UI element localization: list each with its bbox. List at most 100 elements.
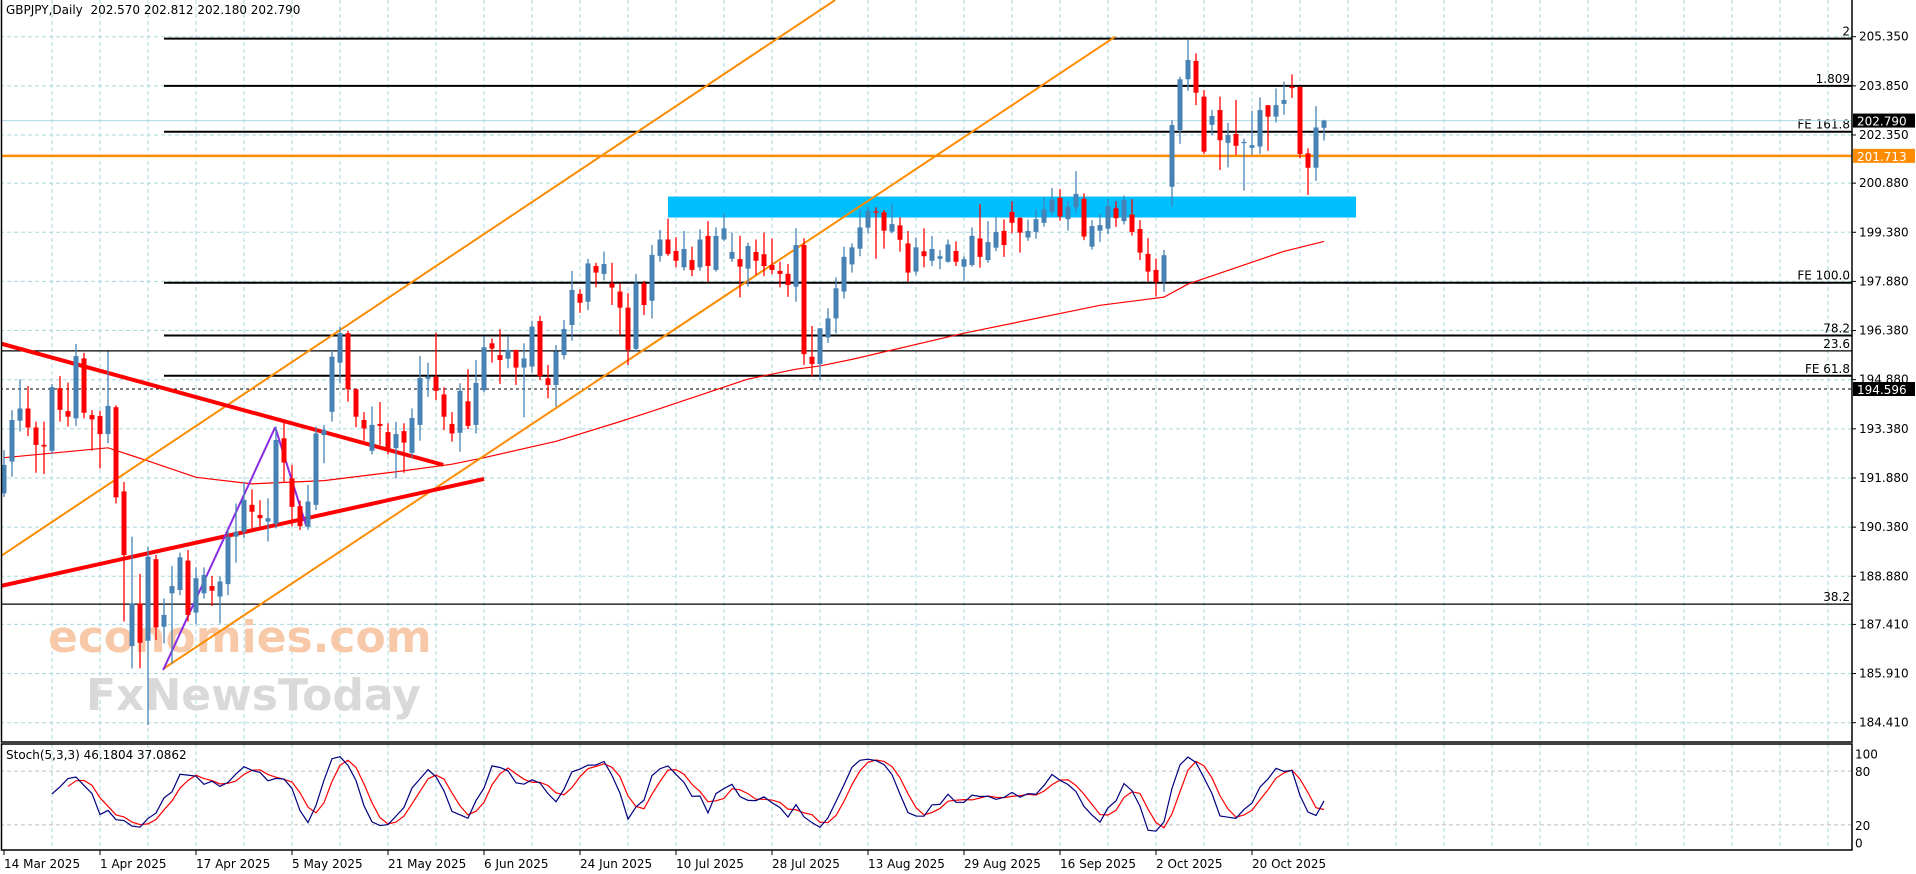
symbol-timeframe: GBPJPY,Daily: [6, 3, 83, 17]
candle-body: [1265, 105, 1271, 117]
candle: [185, 550, 191, 622]
candle-body: [689, 260, 695, 270]
candle-body: [577, 293, 583, 303]
candle-body: [25, 408, 31, 428]
price-axis-label: 199.380: [1859, 225, 1909, 239]
stochastic-axis-label: 20: [1855, 819, 1870, 833]
trendline-triangle-upper: [2, 341, 444, 467]
candle-body: [73, 356, 79, 419]
candle: [553, 344, 559, 407]
candle: [1313, 106, 1319, 181]
candle: [761, 232, 767, 277]
candle-body: [257, 514, 263, 519]
date-axis-label: 29 Aug 2025: [964, 857, 1041, 871]
candle-body: [1041, 209, 1047, 223]
candle: [65, 382, 71, 427]
candle-body: [1065, 206, 1071, 220]
candle: [89, 410, 95, 451]
watermark-logo-economies: economies.com: [48, 612, 432, 663]
candle: [489, 338, 495, 363]
candle: [49, 383, 55, 455]
candle-body: [65, 411, 71, 417]
date-axis-label: 5 May 2025: [292, 857, 363, 871]
date-axis-label: 28 Jul 2025: [772, 857, 840, 871]
fibonacci-level-label: 78.2: [1823, 321, 1850, 335]
date-axis-label: 14 Mar 2025: [4, 857, 80, 871]
ohlc-low: 202.180: [197, 3, 247, 17]
candle-body: [281, 438, 287, 463]
candle-body: [177, 557, 183, 591]
price-pane-frame: [0, 0, 1853, 743]
price-marker-box: [1853, 382, 1915, 397]
candle-body: [425, 376, 431, 379]
candle: [657, 229, 663, 262]
candle-body: [441, 394, 447, 417]
candle-body: [41, 444, 47, 447]
candle: [617, 283, 623, 336]
candle: [873, 207, 879, 259]
candle-body: [569, 289, 575, 325]
candle-body: [993, 231, 999, 248]
fibonacci-level-label: 23.6: [1823, 337, 1850, 351]
candle: [1289, 74, 1295, 98]
candle-body: [1033, 219, 1039, 232]
candle: [1297, 86, 1303, 159]
candle: [1137, 220, 1143, 261]
candle: [1073, 171, 1079, 213]
candle: [641, 280, 647, 316]
candle-body: [665, 239, 671, 254]
candle: [305, 484, 311, 530]
candle-body: [1209, 115, 1215, 125]
candle: [1017, 217, 1023, 253]
candle-body: [1017, 217, 1023, 233]
candle: [721, 213, 727, 241]
candle: [1321, 119, 1327, 141]
candle-body: [769, 265, 775, 270]
candle: [97, 410, 103, 469]
candle: [681, 230, 687, 271]
candle-body: [1137, 229, 1143, 253]
candle-body: [97, 416, 103, 435]
candle: [345, 330, 351, 402]
candle-body: [1289, 86, 1295, 89]
candle-body: [625, 307, 631, 350]
candle: [129, 536, 135, 669]
candle-body: [1145, 253, 1151, 272]
moving-average-line: [3, 240, 1325, 485]
candle-body: [337, 333, 343, 363]
candle-body: [409, 418, 415, 453]
candle: [1097, 213, 1103, 242]
price-pane: economies.com FxNewsToday 2 1.809 FE 161.8 FE…: [2, 0, 1852, 742]
candle-body: [1153, 269, 1159, 282]
candle-body: [233, 531, 239, 537]
candle: [169, 566, 175, 664]
date-axis-label: 13 Aug 2025: [868, 857, 945, 871]
candle: [945, 239, 951, 263]
candle: [257, 500, 263, 529]
candle-body: [1009, 211, 1015, 223]
candle-body: [513, 349, 519, 368]
candle-body: [681, 248, 687, 268]
candle: [81, 352, 87, 419]
candle: [1193, 53, 1199, 106]
candle: [817, 328, 823, 381]
candle-body: [601, 264, 607, 274]
candle: [241, 481, 247, 539]
candle: [697, 229, 703, 271]
candle-body: [105, 405, 111, 435]
candle-body: [1169, 125, 1175, 187]
candle-body: [1073, 193, 1079, 208]
candle: [801, 238, 807, 365]
candle-body: [1097, 225, 1103, 231]
candle: [1169, 120, 1175, 207]
candle-body: [1281, 99, 1287, 104]
ohlc-open: 202.570: [90, 3, 141, 17]
candle-body: [761, 254, 767, 267]
chart-title: GBPJPY,Daily 202.570 202.812 202.180 202…: [6, 3, 300, 17]
date-axis-label: 6 Jun 2025: [484, 857, 549, 871]
candle-body: [945, 244, 951, 262]
stochastic-axis-label: 80: [1855, 765, 1870, 779]
candle: [113, 405, 119, 504]
candle-body: [673, 250, 679, 261]
